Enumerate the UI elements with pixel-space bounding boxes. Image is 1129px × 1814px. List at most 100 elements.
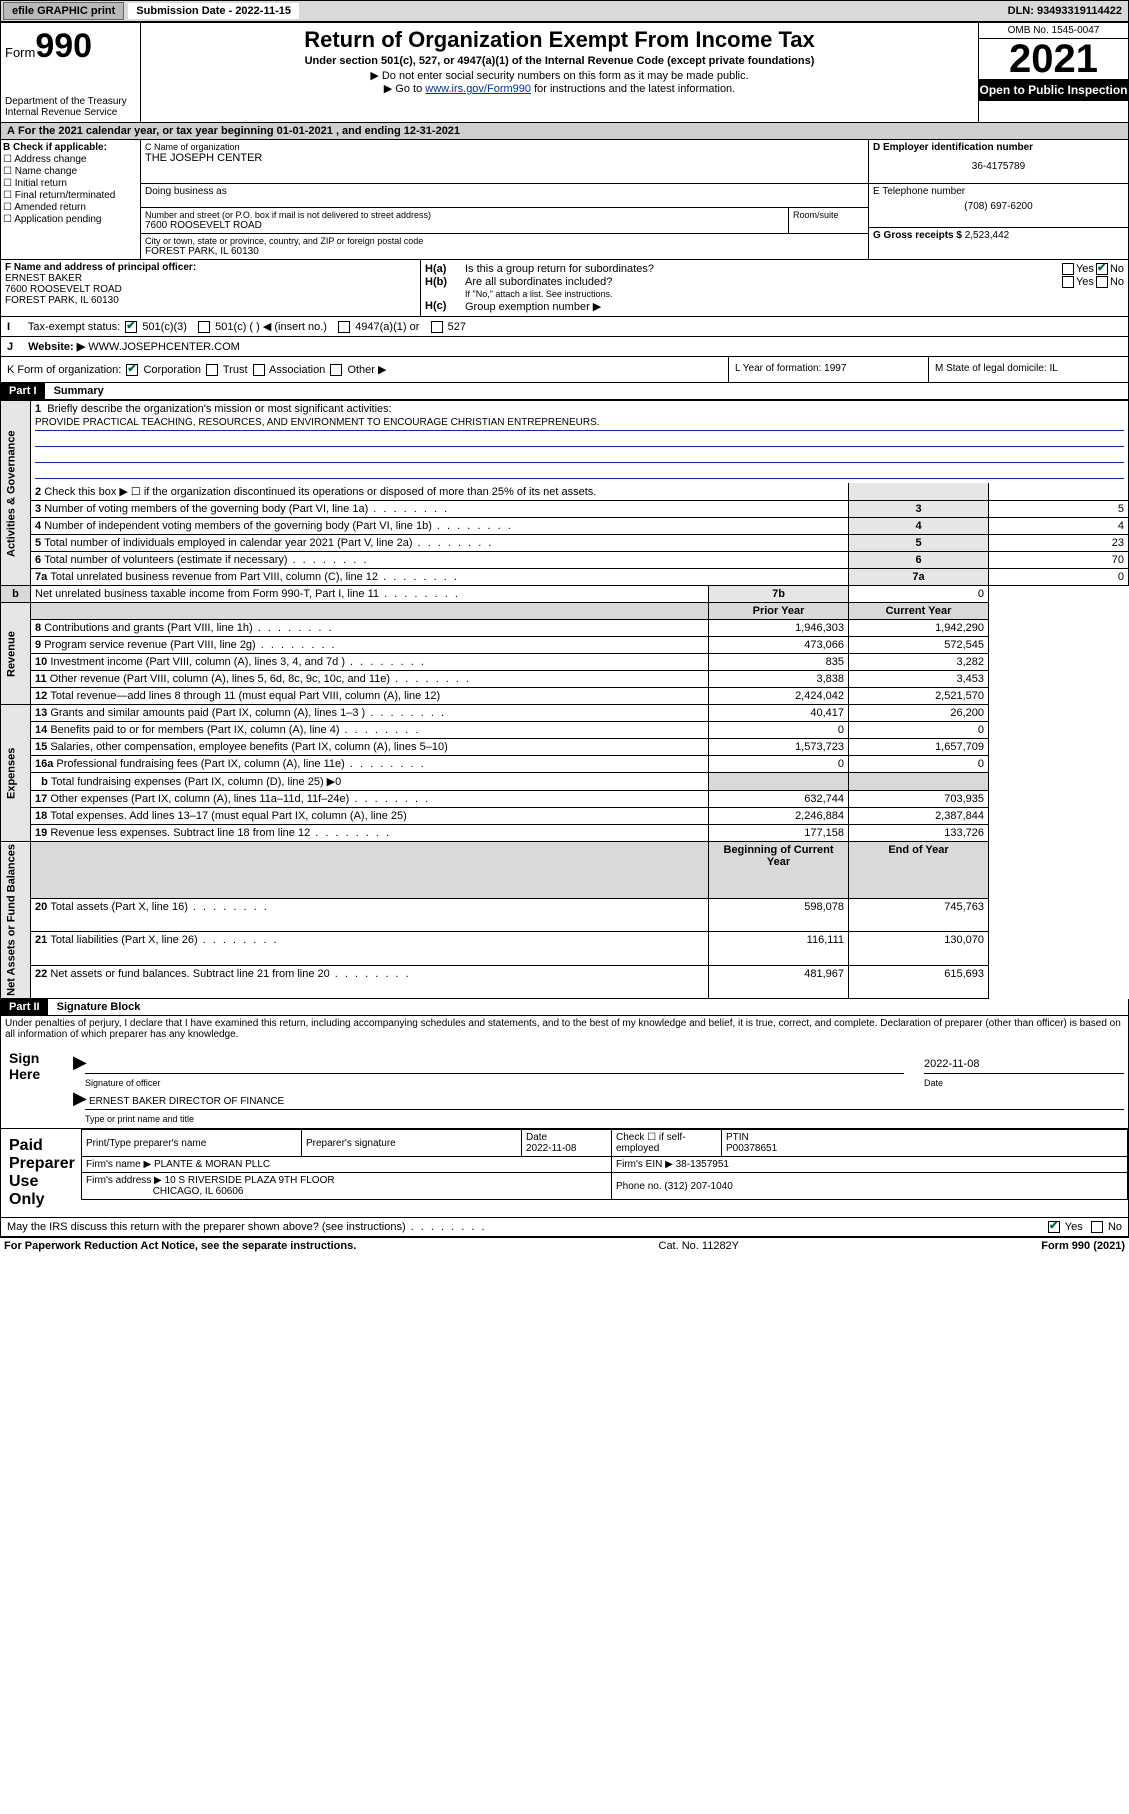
ptin-value: P00378651: [726, 1143, 777, 1154]
row-na-20: 20 Total assets (Part X, line 16) 598,07…: [1, 899, 1129, 932]
footer: For Paperwork Reduction Act Notice, see …: [0, 1237, 1129, 1254]
chk-app-pending[interactable]: ☐ Application pending: [3, 214, 138, 225]
row-exp-17: 17 Other expenses (Part IX, column (A), …: [1, 791, 1129, 808]
chk-name-change[interactable]: ☐ Name change: [3, 166, 138, 177]
firm-addr1: 10 S RIVERSIDE PLAZA 9TH FLOOR: [165, 1175, 335, 1186]
summary-table: Activities & Governance 1 Briefly descri…: [0, 400, 1129, 999]
row-exp-16a: 16a Professional fundraising fees (Part …: [1, 756, 1129, 773]
row-rev-10: 10 Investment income (Part VIII, column …: [1, 654, 1129, 671]
website-value: WWW.JOSEPHCENTER.COM: [88, 341, 240, 353]
year-formation: L Year of formation: 1997: [728, 357, 928, 382]
ein-value: 36-4175789: [873, 161, 1124, 172]
sig-officer-label: Signature of officer: [85, 1078, 904, 1088]
signature-block: Under penalties of perjury, I declare th…: [0, 1016, 1129, 1218]
may-irs-no[interactable]: [1091, 1221, 1103, 1233]
row-rev-12: 12 Total revenue—add lines 8 through 11 …: [1, 688, 1129, 705]
chk-address-change[interactable]: ☐ Address change: [3, 154, 138, 165]
irs-link[interactable]: www.irs.gov/Form990: [425, 83, 531, 95]
hb-yes[interactable]: [1062, 276, 1074, 288]
prep-date: 2022-11-08: [526, 1143, 576, 1154]
penalty-text: Under penalties of perjury, I declare th…: [1, 1016, 1128, 1042]
footer-mid: Cat. No. 11282Y: [356, 1240, 1041, 1252]
note-ssn: ▶ Do not enter social security numbers o…: [145, 69, 974, 82]
room-label: Room/suite: [793, 210, 864, 220]
row-exp-14: 14 Benefits paid to or for members (Part…: [1, 722, 1129, 739]
chk-trust[interactable]: [206, 364, 218, 376]
officer-addr2: FOREST PARK, IL 60130: [5, 295, 119, 306]
firm-name: PLANTE & MORAN PLLC: [154, 1159, 270, 1170]
phone-value: (708) 697-6200: [873, 201, 1124, 212]
ha-no[interactable]: [1096, 263, 1108, 275]
vlabel-ag: Activities & Governance: [1, 401, 31, 586]
street-label: Number and street (or P.O. box if mail i…: [145, 210, 784, 220]
row-na-21: 21 Total liabilities (Part X, line 26) 1…: [1, 932, 1129, 965]
section-f: F Name and address of principal officer:…: [1, 260, 421, 316]
officer-name: ERNEST BAKER: [5, 273, 82, 284]
row-ag-6: 6 Total number of volunteers (estimate i…: [1, 552, 1129, 569]
irs-label: Internal Revenue Service: [5, 107, 136, 118]
sig-date-label: Date: [924, 1078, 1124, 1088]
city-label: City or town, state or province, country…: [145, 236, 864, 246]
row-na-22: 22 Net assets or fund balances. Subtract…: [1, 965, 1129, 998]
efile-button[interactable]: efile GRAPHIC print: [3, 2, 124, 20]
section-c: C Name of organization THE JOSEPH CENTER…: [141, 140, 868, 259]
row-ag-5: 5 Total number of individuals employed i…: [1, 535, 1129, 552]
fh-block: F Name and address of principal officer:…: [0, 260, 1129, 317]
row-exp-19: 19 Revenue less expenses. Subtract line …: [1, 825, 1129, 842]
gross-label: G Gross receipts $: [873, 230, 962, 241]
vlabel-na: Net Assets or Fund Balances: [1, 842, 31, 999]
open-public-badge: Open to Public Inspection: [979, 79, 1128, 101]
state-domicile: M State of legal domicile: IL: [928, 357, 1128, 382]
paid-preparer-label: Paid Preparer Use Only: [1, 1129, 81, 1217]
tax-year: 2021: [979, 39, 1128, 79]
bcd-block: B Check if applicable: ☐ Address change …: [0, 140, 1129, 260]
chk-501c3[interactable]: [125, 321, 137, 333]
row-ag-7a: 7a Total unrelated business revenue from…: [1, 569, 1129, 586]
chk-final-return[interactable]: ☐ Final return/terminated: [3, 190, 138, 201]
dln-label: DLN: 93493319114422: [1008, 5, 1128, 17]
city-value: FOREST PARK, IL 60130: [145, 246, 864, 257]
chk-4947[interactable]: [338, 321, 350, 333]
section-h: H(a) Is this a group return for subordin…: [421, 260, 1128, 316]
chk-501c[interactable]: [198, 321, 210, 333]
vlabel-exp: Expenses: [1, 705, 31, 842]
phone-label: E Telephone number: [873, 186, 965, 197]
org-name-label: C Name of organization: [145, 142, 864, 152]
footer-right: Form 990 (2021): [1041, 1240, 1125, 1252]
submission-date: Submission Date - 2022-11-15: [128, 3, 299, 19]
form-header: Form990 Department of the Treasury Inter…: [0, 22, 1129, 123]
prep-check[interactable]: Check ☐ if self-employed: [612, 1130, 722, 1157]
chk-corp[interactable]: [126, 364, 138, 376]
footer-left: For Paperwork Reduction Act Notice, see …: [4, 1240, 356, 1252]
chk-assoc[interactable]: [253, 364, 265, 376]
row-ag-7b: b Net unrelated business taxable income …: [1, 586, 1129, 603]
officer-name-title: ERNEST BAKER DIRECTOR OF FINANCE: [89, 1096, 284, 1107]
top-bar: efile GRAPHIC print Submission Date - 20…: [0, 0, 1129, 22]
officer-addr1: 7600 ROOSEVELT ROAD: [5, 284, 122, 295]
street-value: 7600 ROOSEVELT ROAD: [145, 220, 784, 231]
section-d: D Employer identification number 36-4175…: [868, 140, 1128, 259]
ha-yes[interactable]: [1062, 263, 1074, 275]
chk-527[interactable]: [431, 321, 443, 333]
chk-initial-return[interactable]: ☐ Initial return: [3, 178, 138, 189]
chk-other[interactable]: [330, 364, 342, 376]
dba-label: Doing business as: [145, 186, 227, 197]
mission-text: PROVIDE PRACTICAL TEACHING, RESOURCES, A…: [35, 417, 1124, 431]
row-exp-15: 15 Salaries, other compensation, employe…: [1, 739, 1129, 756]
may-irs-yes[interactable]: [1048, 1221, 1060, 1233]
note-goto: ▶ Go to www.irs.gov/Form990 for instruct…: [145, 82, 974, 95]
row-rev-11: 11 Other revenue (Part VIII, column (A),…: [1, 671, 1129, 688]
may-irs-row: May the IRS discuss this return with the…: [0, 1218, 1129, 1237]
form-number: Form990: [5, 27, 136, 66]
dept-label: Department of the Treasury: [5, 96, 136, 107]
form-subtitle: Under section 501(c), 527, or 4947(a)(1)…: [145, 55, 974, 67]
part1-header: Part I Summary: [0, 383, 1129, 400]
name-title-label: Type or print name and title: [85, 1114, 1124, 1124]
klm-row: K Form of organization: Corporation Trus…: [0, 357, 1129, 383]
row-ag-4: 4 Number of independent voting members o…: [1, 518, 1129, 535]
section-b: B Check if applicable: ☐ Address change …: [1, 140, 141, 259]
sign-here-label: Sign Here: [1, 1042, 81, 1128]
line-i: I Tax-exempt status: 501(c)(3) 501(c) ( …: [0, 317, 1129, 337]
chk-amended[interactable]: ☐ Amended return: [3, 202, 138, 213]
hb-no[interactable]: [1096, 276, 1108, 288]
